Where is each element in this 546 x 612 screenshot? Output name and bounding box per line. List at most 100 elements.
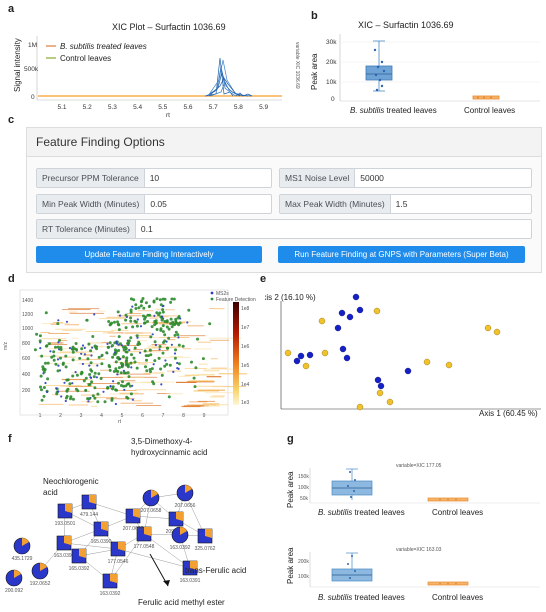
rt-tolerance-input[interactable]: 0.1: [140, 224, 153, 234]
boxplot-ylabel: Peak area: [310, 53, 319, 90]
feature-finding-title: Feature Finding Options: [36, 135, 165, 149]
intensity-heatmap: [38, 308, 248, 408]
pcoa-point-treated: [306, 351, 314, 359]
g-bottom-xtick-control: Control leaves: [432, 593, 483, 602]
g-top-ytick: 50k: [300, 496, 309, 502]
network-node[interactable]: 435.1729: [12, 537, 33, 562]
map-xtick: 5: [121, 413, 124, 419]
legend-ms2-marker: [210, 291, 214, 295]
network-node[interactable]: 479.144: [80, 494, 98, 518]
max-peak-width-input[interactable]: 1.5: [395, 199, 408, 209]
network-edge: [117, 548, 191, 569]
network-node[interactable]: 163.0392: [170, 526, 191, 551]
colorbar-tick: 1e4: [241, 382, 250, 388]
network-node[interactable]: 193.0501: [55, 503, 76, 527]
network-edge: [109, 533, 145, 582]
network-node-label: 193.0501: [55, 521, 76, 527]
peak-area-boxplot: XIC – Surfactin 1036.69 Peak area 30k 20…: [310, 20, 540, 115]
pcoa-point-treated: [293, 357, 301, 365]
network-node-label: 163.0391: [180, 578, 201, 584]
panel-letter-b: b: [311, 10, 318, 22]
run-gnps-feature-finding-button[interactable]: Run Feature Finding at GNPS with Paramet…: [278, 246, 525, 263]
pcoa-point-treated: [374, 376, 382, 384]
boxplot-ytick: 10k: [326, 79, 337, 86]
g-top-xtick-treated: B. subtilis treated leaves: [318, 508, 405, 517]
ms1-noise-group: MS1 Noise Level 50000: [279, 168, 532, 188]
network-node-label: 163.0391: [54, 553, 75, 559]
g-top-ytick: 100k: [298, 485, 309, 491]
map-xtick: 4: [100, 413, 103, 419]
xic-xtick: 5.6: [183, 104, 192, 111]
map-ytick: 1200: [22, 312, 33, 318]
network-node[interactable]: 207.0658: [141, 489, 162, 514]
network-node[interactable]: 177.0548: [134, 526, 155, 550]
legend-control: Control leaves: [60, 54, 111, 63]
boxplot-xtick-treated: B. subtilis treated leaves: [350, 106, 437, 115]
g-top-xtick-control: Control leaves: [432, 508, 483, 517]
ppm-tolerance-group: Precursor PPM Tolerance 10: [36, 168, 272, 188]
network-node[interactable]: 163.0392: [100, 573, 121, 597]
network-node[interactable]: 207.0656: [175, 484, 196, 509]
network-node-label: 200.092: [5, 588, 23, 594]
treated-trace: [208, 77, 249, 97]
treated-trace: [235, 92, 253, 97]
network-node[interactable]: 165.0392: [69, 548, 90, 572]
network-edge: [143, 533, 191, 569]
xic-xtick: 5.9: [259, 104, 268, 111]
network-node[interactable]: 165.0390: [91, 521, 112, 545]
min-peak-width-group: Min Peak Width (Minutes) 0.05: [36, 194, 272, 214]
legend-ms2: MS2s: [216, 291, 229, 297]
pcoa-point-treated: [356, 306, 364, 314]
network-node[interactable]: 163.0391: [180, 560, 201, 584]
network-node-label: 192.0652: [30, 581, 51, 587]
pcoa-point-control: [321, 349, 329, 357]
network-node-label: 207.0656: [175, 503, 196, 509]
treated-box: [365, 65, 393, 81]
ms1-noise-input[interactable]: 50000: [360, 173, 384, 183]
min-peak-width-input[interactable]: 0.05: [150, 199, 167, 209]
feature-finding-header: Feature Finding Options: [27, 128, 541, 157]
boxplot-xtick-control: Control leaves: [464, 106, 515, 115]
pcoa-point-treated: [404, 367, 412, 375]
ppm-tolerance-input[interactable]: 10: [149, 173, 160, 183]
network-node-label: 165.0390: [91, 539, 112, 545]
rt-tolerance-group: RT Tolerance (Minutes) 0.1: [36, 219, 532, 239]
ms1-noise-label: MS1 Noise Level: [280, 169, 356, 187]
network-node[interactable]: 177.0546: [108, 541, 129, 565]
network-node[interactable]: 207.0655: [123, 508, 144, 532]
pcoa-point-treated: [339, 345, 347, 353]
label-ferulic-ester: Ferulic acid methyl ester: [138, 598, 225, 607]
network-node[interactable]: 192.0652: [30, 562, 51, 587]
intensity-colorbar: [233, 302, 239, 405]
map-ytick: 200: [22, 388, 31, 394]
xic-xtick: 5.3: [108, 104, 117, 111]
label-trans-ferulic: trans-Ferulic acid: [185, 566, 246, 575]
xic-xtick: 5.2: [83, 104, 92, 111]
map-xtick: 6: [141, 413, 144, 419]
pcoa-point-control: [484, 324, 492, 332]
update-feature-finding-button[interactable]: Update Feature Finding Interactively: [36, 246, 262, 263]
rt-tolerance-label: RT Tolerance (Minutes): [37, 220, 136, 238]
g-bottom-ytick: 100k: [298, 574, 309, 580]
network-node[interactable]: 325.0762: [195, 528, 216, 552]
colorbar-tick: 1e5: [241, 363, 250, 369]
pcoa-point-control: [386, 398, 394, 406]
map-ytick: 400: [22, 372, 31, 378]
network-node-label: 163.0392: [100, 591, 121, 597]
map-xtick: 3: [80, 413, 83, 419]
network-node[interactable]: 200.092: [5, 569, 23, 594]
xic-ylabel: Signal intensity: [13, 38, 22, 92]
network-node-label: 177.0546: [108, 559, 129, 565]
pcoa-point-control: [284, 349, 292, 357]
xic-xlabel: rt: [166, 112, 170, 118]
xic-xtick: 5.4: [133, 104, 142, 111]
peak-area-boxplots-g: Peak area variable=XIC 177.05 150k 100k …: [286, 463, 540, 602]
pcoa-point-treated: [297, 352, 305, 360]
treated-trace: [205, 65, 237, 97]
network-node[interactable]: 163.0391: [54, 535, 75, 559]
pcoa-point-treated: [338, 309, 346, 317]
label-dimethoxy-line2: hydroxycinnamic acid: [131, 448, 207, 457]
xic-ytick: 0: [31, 94, 35, 101]
pcoa-point-treated: [343, 354, 351, 362]
colorbar-tick: 1e7: [241, 325, 250, 331]
